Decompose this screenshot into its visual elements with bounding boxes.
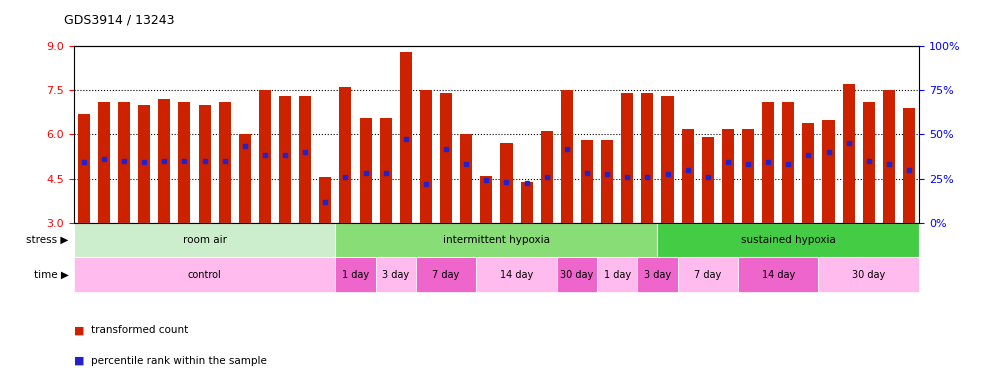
Bar: [416, 257, 477, 292]
Bar: [541, 131, 552, 223]
Bar: [722, 129, 734, 223]
Bar: [139, 105, 150, 223]
Bar: [597, 257, 637, 292]
Bar: [376, 257, 416, 292]
Bar: [74, 223, 335, 257]
Text: GDS3914 / 13243: GDS3914 / 13243: [64, 14, 174, 27]
Bar: [335, 257, 376, 292]
Bar: [561, 90, 573, 223]
Text: 7 day: 7 day: [694, 270, 722, 280]
Bar: [883, 90, 895, 223]
Bar: [702, 137, 714, 223]
Bar: [556, 257, 597, 292]
Bar: [477, 257, 556, 292]
Bar: [863, 102, 875, 223]
Text: 30 day: 30 day: [560, 270, 594, 280]
Bar: [802, 122, 815, 223]
Bar: [637, 257, 677, 292]
Bar: [677, 257, 738, 292]
Bar: [481, 175, 492, 223]
Text: percentile rank within the sample: percentile rank within the sample: [91, 356, 267, 366]
Text: 7 day: 7 day: [433, 270, 460, 280]
Bar: [178, 102, 191, 223]
Bar: [662, 96, 673, 223]
Text: stress ▶: stress ▶: [27, 235, 69, 245]
Text: ■: ■: [74, 356, 85, 366]
Text: ■: ■: [74, 325, 85, 335]
Bar: [279, 96, 291, 223]
Bar: [581, 140, 593, 223]
Text: control: control: [188, 270, 221, 280]
Bar: [335, 223, 658, 257]
Text: 14 day: 14 day: [762, 270, 795, 280]
Bar: [239, 134, 251, 223]
Bar: [819, 257, 919, 292]
Bar: [218, 102, 231, 223]
Bar: [98, 102, 110, 223]
Bar: [738, 257, 819, 292]
Bar: [158, 99, 170, 223]
Bar: [339, 87, 352, 223]
Text: 3 day: 3 day: [382, 270, 409, 280]
Bar: [903, 108, 915, 223]
Bar: [360, 118, 372, 223]
Text: transformed count: transformed count: [91, 325, 189, 335]
Bar: [440, 93, 452, 223]
Bar: [460, 134, 472, 223]
Bar: [762, 102, 775, 223]
Bar: [521, 182, 533, 223]
Bar: [621, 93, 633, 223]
Bar: [420, 90, 432, 223]
Bar: [379, 118, 392, 223]
Bar: [842, 84, 854, 223]
Bar: [400, 52, 412, 223]
Text: 30 day: 30 day: [852, 270, 886, 280]
Bar: [259, 90, 271, 223]
Bar: [641, 93, 654, 223]
Bar: [78, 114, 89, 223]
Bar: [199, 105, 210, 223]
Text: time ▶: time ▶: [34, 270, 69, 280]
Bar: [681, 129, 694, 223]
Bar: [319, 177, 331, 223]
Text: intermittent hypoxia: intermittent hypoxia: [443, 235, 549, 245]
Bar: [823, 120, 835, 223]
Text: 14 day: 14 day: [500, 270, 533, 280]
Text: 1 day: 1 day: [342, 270, 369, 280]
Text: sustained hypoxia: sustained hypoxia: [741, 235, 836, 245]
Bar: [658, 223, 919, 257]
Bar: [782, 102, 794, 223]
Text: room air: room air: [183, 235, 226, 245]
Bar: [601, 140, 613, 223]
Bar: [299, 96, 312, 223]
Bar: [742, 129, 754, 223]
Bar: [500, 143, 512, 223]
Text: 1 day: 1 day: [604, 270, 631, 280]
Bar: [118, 102, 130, 223]
Text: 3 day: 3 day: [644, 270, 671, 280]
Bar: [74, 257, 335, 292]
